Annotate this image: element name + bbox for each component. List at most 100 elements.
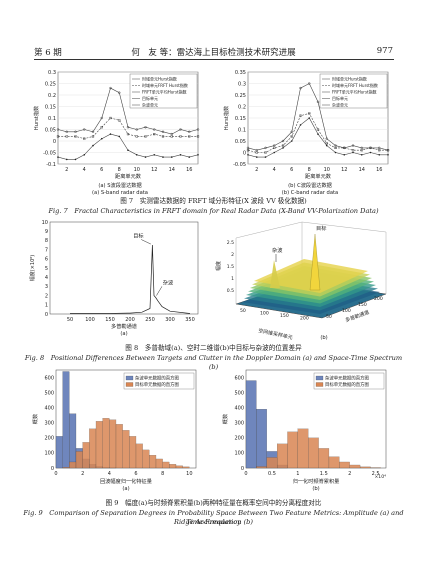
x-tick-label: 10 xyxy=(324,167,330,173)
clutter-arrow xyxy=(156,286,163,296)
y-tick-label: 0.35 xyxy=(235,70,246,76)
series-point xyxy=(109,86,112,90)
series-point xyxy=(83,154,86,156)
y-tick-label: 400 xyxy=(44,405,54,411)
x-tick-label: 250 xyxy=(145,317,155,323)
header-rule xyxy=(34,59,394,60)
y-tick-label: 0 xyxy=(51,466,54,472)
histogram-bar-target xyxy=(109,419,117,469)
series-point xyxy=(135,128,138,131)
y-tick-label: 0.05 xyxy=(45,127,56,133)
x-tick-label: 4 xyxy=(108,471,111,477)
z-tick-label: 2.5 xyxy=(227,240,234,246)
legend-label: 时域单元FRFT Hurst指数 xyxy=(142,82,188,88)
series-point xyxy=(144,156,147,158)
series-point xyxy=(118,91,121,94)
histogram-bar-target xyxy=(308,437,319,469)
x-axis-label: 空间维采样单元 xyxy=(258,327,294,341)
series-point xyxy=(127,149,129,151)
x-tick-label: 16 xyxy=(376,167,382,173)
series-point xyxy=(83,128,86,131)
legend-box xyxy=(123,372,195,390)
series-point xyxy=(299,86,302,90)
series-point xyxy=(153,154,156,156)
histogram-bar-target xyxy=(287,431,298,469)
series-point xyxy=(273,146,276,149)
histogram-bar-target xyxy=(62,467,70,469)
panel-label: (a) xyxy=(120,331,127,337)
y-axis-label: 概数 xyxy=(221,413,229,424)
x-tick-label: 300 xyxy=(165,317,175,323)
histogram-bar-target xyxy=(182,466,190,469)
series-point xyxy=(378,146,381,150)
series-point xyxy=(325,137,328,140)
histogram-bar-target xyxy=(122,430,130,469)
x-tick-label: 0 xyxy=(54,471,57,477)
y-tick-label: 1 xyxy=(45,303,48,309)
x-tick-label: 50 xyxy=(67,317,73,323)
x-tick-label: 2 xyxy=(255,167,258,173)
series-point xyxy=(369,151,372,154)
y-tick-label: -0.05 xyxy=(233,162,246,168)
x-axis-label: 距离单元数 xyxy=(115,172,142,180)
series-point xyxy=(92,144,94,147)
y-tick-label: 0.3 xyxy=(238,81,246,87)
series-line-2 xyxy=(247,113,388,153)
series-point xyxy=(109,133,112,135)
series-point xyxy=(255,148,258,152)
x-tick-label: 2 xyxy=(348,471,351,477)
x-tick-label: 4 xyxy=(83,167,86,173)
series-point xyxy=(161,135,165,138)
series-point xyxy=(100,137,103,140)
series-point xyxy=(378,149,381,152)
surface-band xyxy=(254,259,368,293)
y-tick-label: 500 xyxy=(234,390,244,396)
x-tick-label: 8 xyxy=(161,471,164,477)
series-point xyxy=(281,139,285,143)
series-point xyxy=(91,135,95,138)
target-peak xyxy=(309,233,321,291)
running-header: 第 6 期 何 友 等：雷达海上目标检测技术研究进展 977 xyxy=(0,44,427,60)
series-point xyxy=(255,156,258,158)
series-point xyxy=(197,154,199,156)
y-tick-label: 0.3 xyxy=(48,70,56,76)
y-tick-label: 500 xyxy=(44,390,54,396)
target-arrow xyxy=(141,239,151,245)
z-tick-label: 2 xyxy=(231,252,234,258)
histogram-bar-clutter xyxy=(245,380,257,469)
histogram-bar-clutter xyxy=(55,436,63,469)
series-point xyxy=(56,128,60,131)
legend-label: 时域单元Hurst指数 xyxy=(142,76,177,82)
series-point xyxy=(74,135,77,138)
series-point xyxy=(126,126,130,129)
x-tick-label: 200 xyxy=(125,317,135,323)
y-tick-label: 0.25 xyxy=(45,81,56,87)
x-tick-label: 2 xyxy=(81,471,84,477)
y-tick-label: 0.15 xyxy=(45,104,56,110)
y-tick-label: 0 xyxy=(53,139,56,145)
series-point xyxy=(57,156,59,158)
y-axis-label: Hurst指数 xyxy=(32,105,40,130)
panel-label: (a) xyxy=(122,486,129,492)
y-tick-label: 300 xyxy=(44,421,54,427)
series-point xyxy=(118,135,121,138)
y-tick-label: -0.1 xyxy=(46,162,56,168)
x-tick-label: 0 xyxy=(244,471,247,477)
series-point xyxy=(352,151,354,154)
series-point xyxy=(290,140,293,142)
y-tick-label: 0.1 xyxy=(48,116,56,122)
series-point xyxy=(65,130,68,134)
series-point xyxy=(196,128,200,131)
legend-label: 目标单元 xyxy=(142,95,158,101)
y-tick-label: 600 xyxy=(234,375,244,381)
histogram-bar-target xyxy=(149,455,157,469)
x-tick-label: 6 xyxy=(290,167,293,173)
y-tick-label: 200 xyxy=(44,436,54,442)
fig9-caption-en-1: Fig. 9 Comparison of Separation Degrees … xyxy=(23,509,404,526)
x-exponent-label: ×10⁴ xyxy=(374,474,386,480)
x-tick-label: 100 xyxy=(260,311,269,317)
histogram-bar-target xyxy=(82,442,90,469)
legend-swatch xyxy=(125,382,134,387)
x-tick-label: 200 xyxy=(300,316,309,322)
series-point xyxy=(65,158,68,161)
